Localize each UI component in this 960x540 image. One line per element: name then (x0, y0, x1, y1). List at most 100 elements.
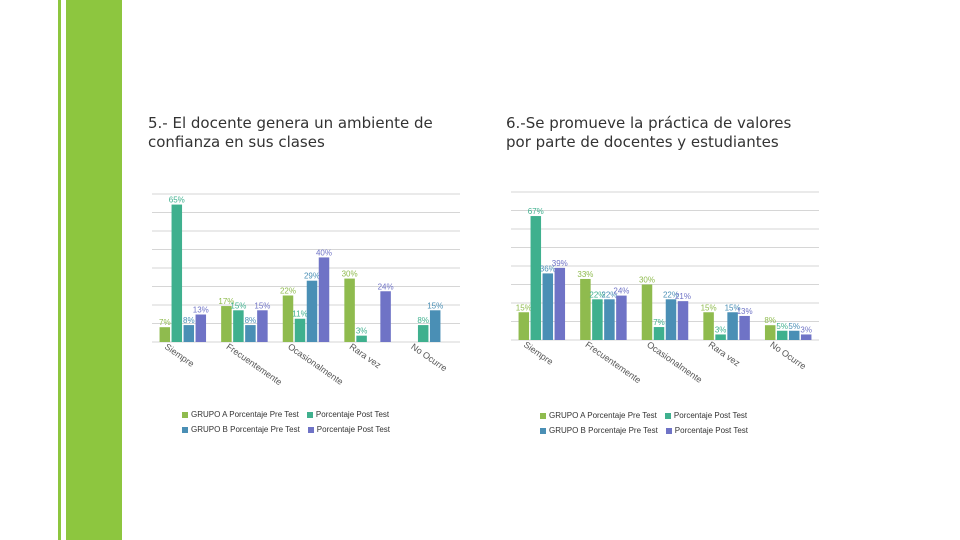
legend-label-a-pre: GRUPO A Porcentaje Pre Test (549, 411, 657, 420)
data-label-2-3: 21% (675, 292, 691, 301)
data-label-3-3: 24% (378, 282, 394, 291)
data-label-2-1: 11% (292, 310, 307, 319)
data-label-4-1: 8% (417, 316, 429, 325)
data-label-3-0: 15% (701, 303, 717, 312)
category-label-1: Frecuentemente (583, 339, 642, 385)
data-label-3-1: 3% (715, 325, 727, 334)
bar-0-1 (171, 204, 183, 342)
bar-4-1 (776, 330, 788, 340)
legend-swatch-b-post (307, 426, 314, 433)
legend-swatch-b-post (665, 427, 672, 434)
bar-3-3 (380, 291, 391, 342)
data-label-0-0: 15% (516, 303, 532, 312)
legend-right: GRUPO A Porcentaje Pre Test Porcentaje P… (540, 408, 790, 438)
bar-1-1 (592, 299, 603, 340)
bar-2-1 (294, 318, 306, 342)
legend-item-a-post: Porcentaje Post Test (664, 411, 748, 420)
category-label-4: No Ocurre (409, 341, 449, 373)
bar-0-3 (195, 314, 207, 342)
bar-2-3 (677, 301, 689, 340)
data-label-2-3: 40% (316, 248, 332, 257)
legend-item-b-post: Porcentaje Post Test (665, 426, 749, 435)
bar-2-3 (318, 257, 330, 342)
legend-swatch-b-pre (540, 427, 546, 434)
category-label-0: Siempre (522, 339, 555, 366)
legend-label-a-post: Porcentaje Post Test (673, 411, 748, 420)
legend-item-b-post: Porcentaje Post Test (307, 425, 391, 434)
bar-1-3 (616, 295, 627, 340)
legend-swatch-a-pre (182, 411, 188, 418)
bar-4-0 (764, 325, 776, 340)
data-label-2-1: 7% (653, 318, 665, 327)
bar-0-1 (530, 216, 542, 340)
legend-label-b-pre: GRUPO B Porcentaje Pre Test (549, 426, 658, 435)
data-label-3-0: 30% (342, 270, 358, 279)
bar-3-3 (739, 315, 750, 340)
legend-swatch-a-post (306, 411, 313, 418)
legend-item-b-pre: GRUPO B Porcentaje Pre Test (182, 425, 300, 434)
bar-3-0 (344, 278, 355, 342)
legend-label-b-post: Porcentaje Post Test (316, 425, 391, 434)
bar-1-1 (233, 310, 244, 342)
data-label-4-0: 8% (764, 316, 776, 325)
bar-0-0 (518, 312, 530, 340)
data-label-2-2: 22% (663, 290, 679, 299)
chart-title-right: 6.-Se promueve la práctica de valores po… (506, 114, 792, 151)
bar-2-0 (641, 284, 653, 340)
legend-left: GRUPO A Porcentaje Pre Test Porcentaje P… (182, 407, 432, 437)
bar-0-2 (183, 325, 195, 342)
data-label-4-2: 5% (788, 322, 800, 331)
category-label-3: Rara vez (348, 341, 384, 370)
bar-1-2 (604, 299, 615, 340)
legend-label-a-pre: GRUPO A Porcentaje Pre Test (191, 410, 299, 419)
bar-1-3 (257, 310, 268, 342)
category-label-0: Siempre (163, 341, 196, 368)
bar-2-1 (653, 327, 665, 340)
bar-4-3 (800, 334, 812, 340)
legend-swatch-a-post (664, 412, 671, 419)
accent-line (58, 0, 61, 540)
data-label-1-1: 22% (589, 290, 605, 299)
legend-label-a-post: Porcentaje Post Test (315, 410, 390, 419)
data-label-1-2: 22% (601, 290, 617, 299)
legend-swatch-b-pre (182, 426, 188, 433)
data-label-1-3: 15% (254, 301, 270, 310)
legend-swatch-a-pre (540, 412, 546, 419)
data-label-1-2: 8% (245, 316, 257, 325)
bar-1-2 (245, 325, 256, 342)
category-label-3: Rara vez (707, 339, 743, 368)
legend-item-a-pre: GRUPO A Porcentaje Pre Test (182, 410, 299, 419)
category-label-2: Ocasionalmente (286, 341, 345, 387)
legend-label-b-post: Porcentaje Post Test (674, 426, 749, 435)
category-label-1: Frecuentemente (224, 341, 283, 387)
bar-2-2 (665, 299, 677, 340)
bar-2-2 (306, 280, 318, 342)
data-label-4-2: 15% (427, 301, 443, 310)
category-label-2: Ocasionalmente (645, 339, 704, 385)
data-label-1-1: 15% (230, 301, 246, 310)
bar-0-2 (542, 273, 554, 340)
data-label-4-1: 5% (776, 322, 788, 331)
bar-1-0 (221, 306, 232, 342)
data-label-0-2: 8% (183, 316, 195, 325)
chart-title-left: 5.- El docente genera un ambiente de con… (148, 114, 433, 151)
data-label-1-0: 17% (218, 297, 234, 306)
data-label-0-3: 13% (193, 306, 209, 315)
data-label-3-1: 3% (356, 327, 368, 336)
data-label-0-2: 36% (540, 264, 556, 273)
category-label-4: No Ocurre (768, 339, 808, 371)
data-label-1-0: 33% (577, 270, 593, 279)
bar-3-0 (703, 312, 714, 340)
legend-item-a-post: Porcentaje Post Test (306, 410, 390, 419)
bar-4-2 (429, 310, 441, 342)
legend-item-b-pre: GRUPO B Porcentaje Pre Test (540, 426, 658, 435)
bar-chart-left: 7%65%8%13%Siempre17%15%8%15%Frecuentemen… (152, 193, 460, 387)
data-label-0-1: 67% (528, 207, 544, 216)
bar-chart-right: 15%67%36%39%Siempre33%22%22%24%Frecuente… (511, 191, 819, 385)
bar-3-2 (727, 312, 738, 340)
legend-item-a-pre: GRUPO A Porcentaje Pre Test (540, 411, 657, 420)
data-label-1-3: 24% (613, 287, 629, 296)
data-label-2-0: 30% (639, 276, 655, 285)
bar-4-2 (788, 330, 800, 340)
data-label-2-2: 29% (304, 272, 320, 281)
